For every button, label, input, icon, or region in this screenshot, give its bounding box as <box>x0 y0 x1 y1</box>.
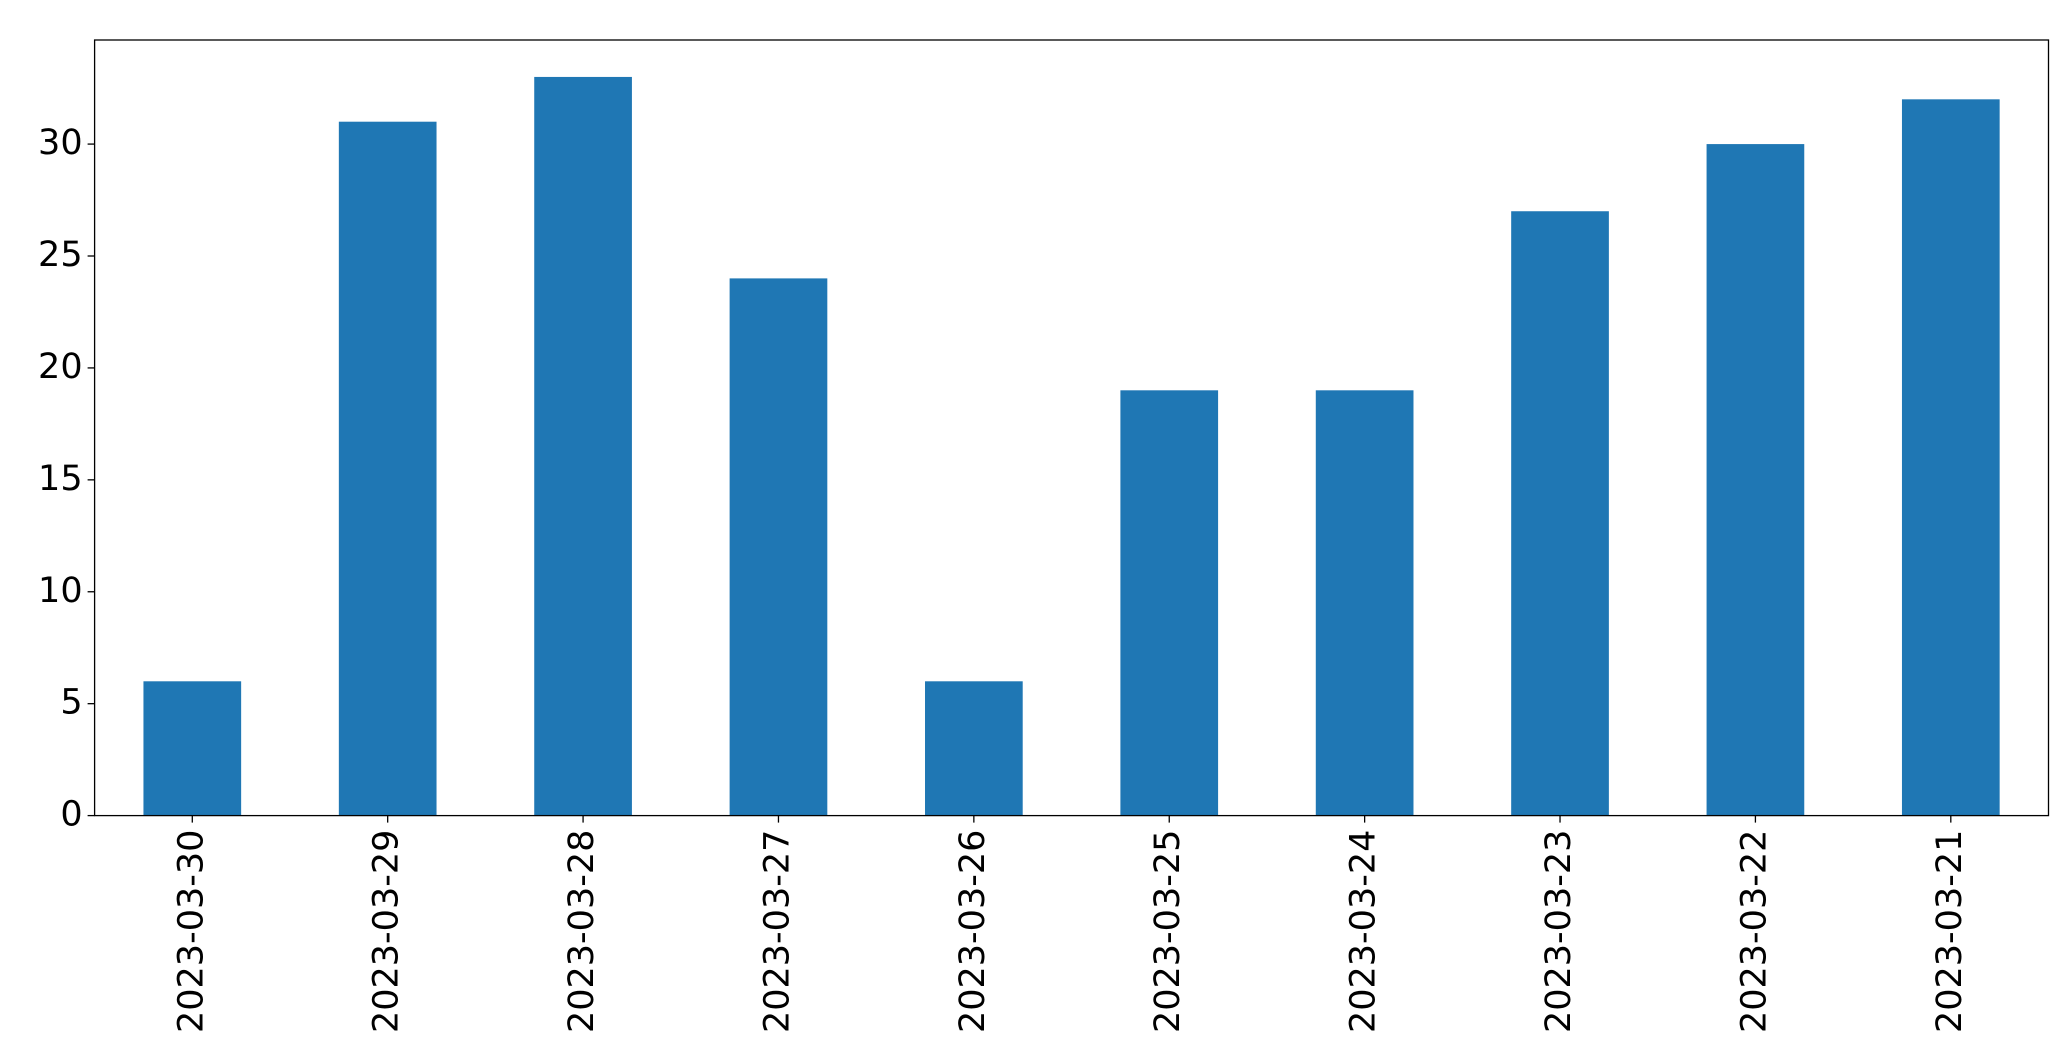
bar <box>1511 211 1609 816</box>
bar <box>1706 144 1805 816</box>
x-tick-label: 2023-03-30 <box>171 830 211 1033</box>
y-tick-label: 5 <box>60 683 82 723</box>
bar <box>143 681 242 816</box>
x-tick-label: 2023-03-28 <box>562 830 602 1033</box>
bar <box>1120 390 1219 816</box>
x-tick-label: 2023-03-27 <box>757 830 797 1033</box>
y-tick-label: 20 <box>38 347 83 387</box>
x-tick-label: 2023-03-26 <box>953 830 993 1033</box>
bar <box>925 681 1023 816</box>
bar <box>729 278 828 816</box>
y-tick-label: 25 <box>38 235 83 275</box>
bar <box>534 76 632 816</box>
plot-frame <box>93 39 2050 817</box>
y-tick-label: 15 <box>38 459 83 499</box>
x-tick-label: 2023-03-29 <box>367 830 407 1033</box>
bar <box>1315 390 1414 816</box>
bar <box>1901 99 2000 816</box>
bar <box>338 121 437 816</box>
y-tick-label: 0 <box>60 795 82 835</box>
x-tick-label: 2023-03-21 <box>1930 830 1970 1033</box>
x-tick-label: 2023-03-24 <box>1344 830 1384 1033</box>
y-tick-label: 10 <box>38 571 83 611</box>
x-tick-label: 2023-03-23 <box>1539 830 1579 1033</box>
y-tick-label: 30 <box>38 123 83 163</box>
x-tick-label: 2023-03-22 <box>1734 830 1774 1033</box>
x-tick-label: 2023-03-25 <box>1148 830 1188 1033</box>
